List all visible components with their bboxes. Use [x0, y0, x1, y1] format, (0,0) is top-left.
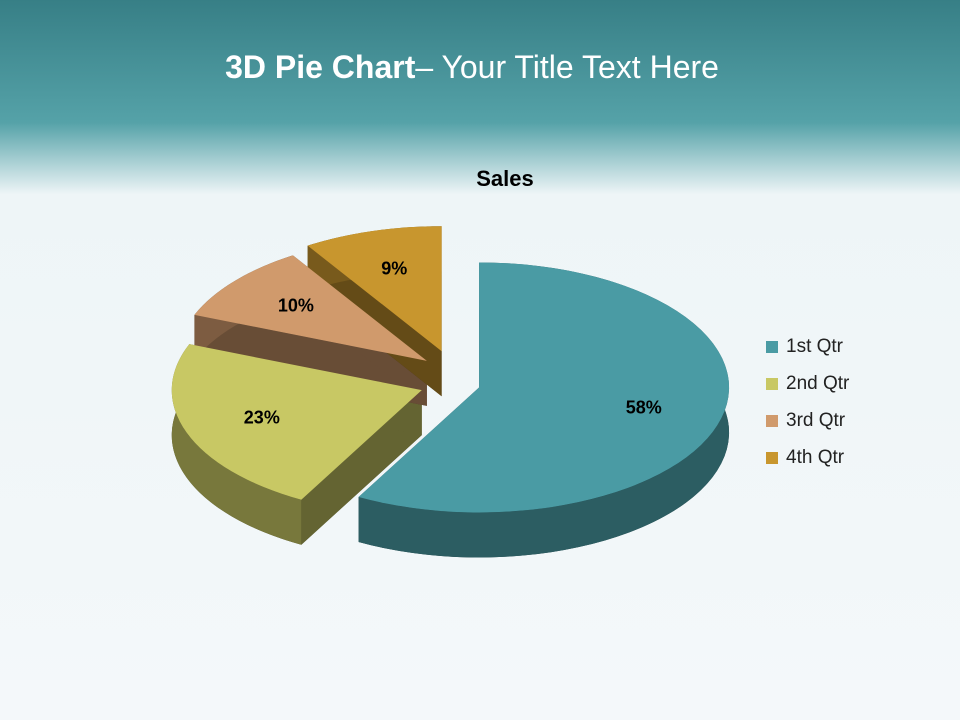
pie-slice [171, 344, 422, 500]
slide-title: 3D Pie Chart– Your Title Text Here [225, 49, 719, 85]
data-label: 10% [278, 295, 314, 315]
slice-rim [358, 262, 730, 558]
title-rest: – Your Title Text Here [415, 49, 719, 85]
chart-title: Sales [476, 166, 534, 191]
legend-swatch [766, 341, 778, 353]
legend: 1st Qtr 2nd Qtr 3rd Qtr 4th Qtr [766, 336, 850, 468]
slice-rim [171, 344, 302, 545]
legend-swatch [766, 378, 778, 390]
legend-label: 3rd Qtr [786, 410, 846, 431]
data-label: 58% [626, 397, 662, 417]
legend-label: 4th Qtr [786, 447, 845, 468]
pie-slice [307, 226, 442, 352]
slice-tops: 58% 23% 10% 9% [171, 226, 730, 513]
legend-swatch [766, 452, 778, 464]
data-label: 9% [381, 258, 407, 278]
legend-swatch [766, 415, 778, 427]
pie-slice [358, 262, 730, 513]
title-bold: 3D Pie Chart [225, 49, 416, 85]
legend-label: 1st Qtr [786, 336, 844, 357]
legend-label: 2nd Qtr [786, 373, 850, 394]
pie-slice [194, 255, 427, 361]
data-label: 23% [244, 408, 280, 428]
